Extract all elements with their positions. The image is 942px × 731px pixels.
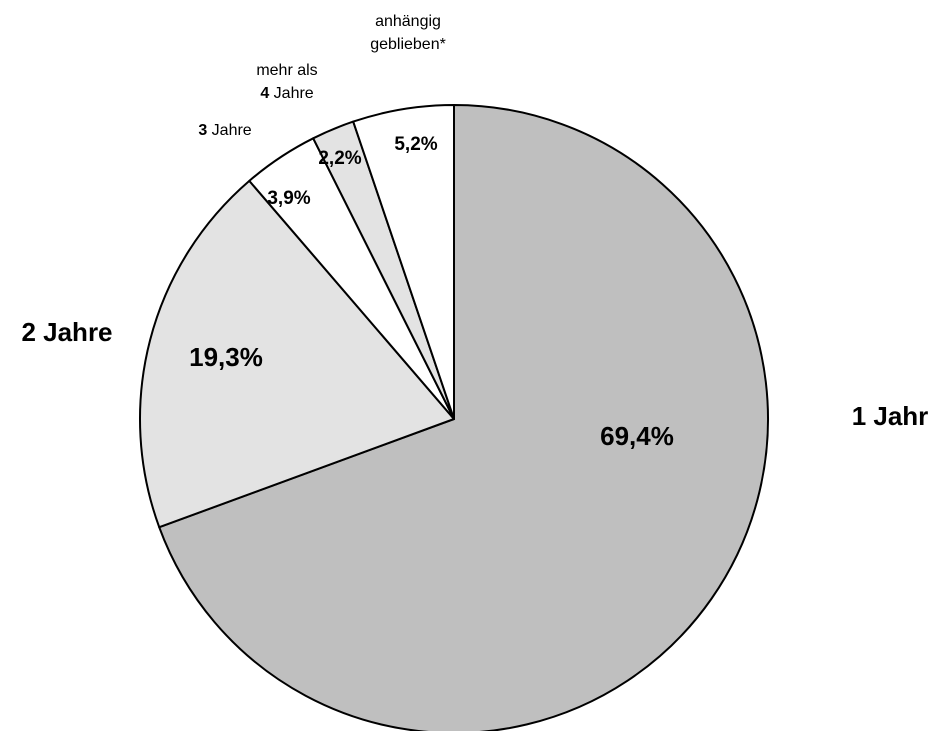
pie-slice-1-jahr [158,104,769,731]
category-label-3-jahre-number: 3 [198,122,207,139]
category-label-3-jahre: 3 Jahre [198,122,251,139]
value-label-mehr-als-4-jahre: 2,2% [318,148,361,169]
value-label-3-jahre: 3,9% [267,188,310,209]
pie-slice-2-jahre [139,179,455,529]
category-label-anhaengig-line1: anhängig [375,13,441,30]
value-label-anhaengig: 5,2% [394,134,437,155]
category-label-1-jahr: 1 Jahr [852,401,929,431]
category-label-2-jahre: 2 Jahre [21,317,112,347]
category-label-3-jahre-unit: Jahre [207,122,252,139]
category-label-mehr-als-unit: Jahre [269,85,314,102]
category-label-mehr-als-number: 4 [260,85,269,102]
value-label-1-jahr: 69,4% [600,421,674,451]
pie-slices [139,104,769,731]
value-label-2-jahre: 19,3% [189,342,263,372]
category-label-mehr-als-line1: mehr als [256,62,317,79]
category-label-anhaengig-line2: geblieben* [370,36,446,53]
pie-slice-anh-ngig-geblieben [352,104,455,420]
category-label-mehr-als-line2: 4 Jahre [260,85,313,102]
